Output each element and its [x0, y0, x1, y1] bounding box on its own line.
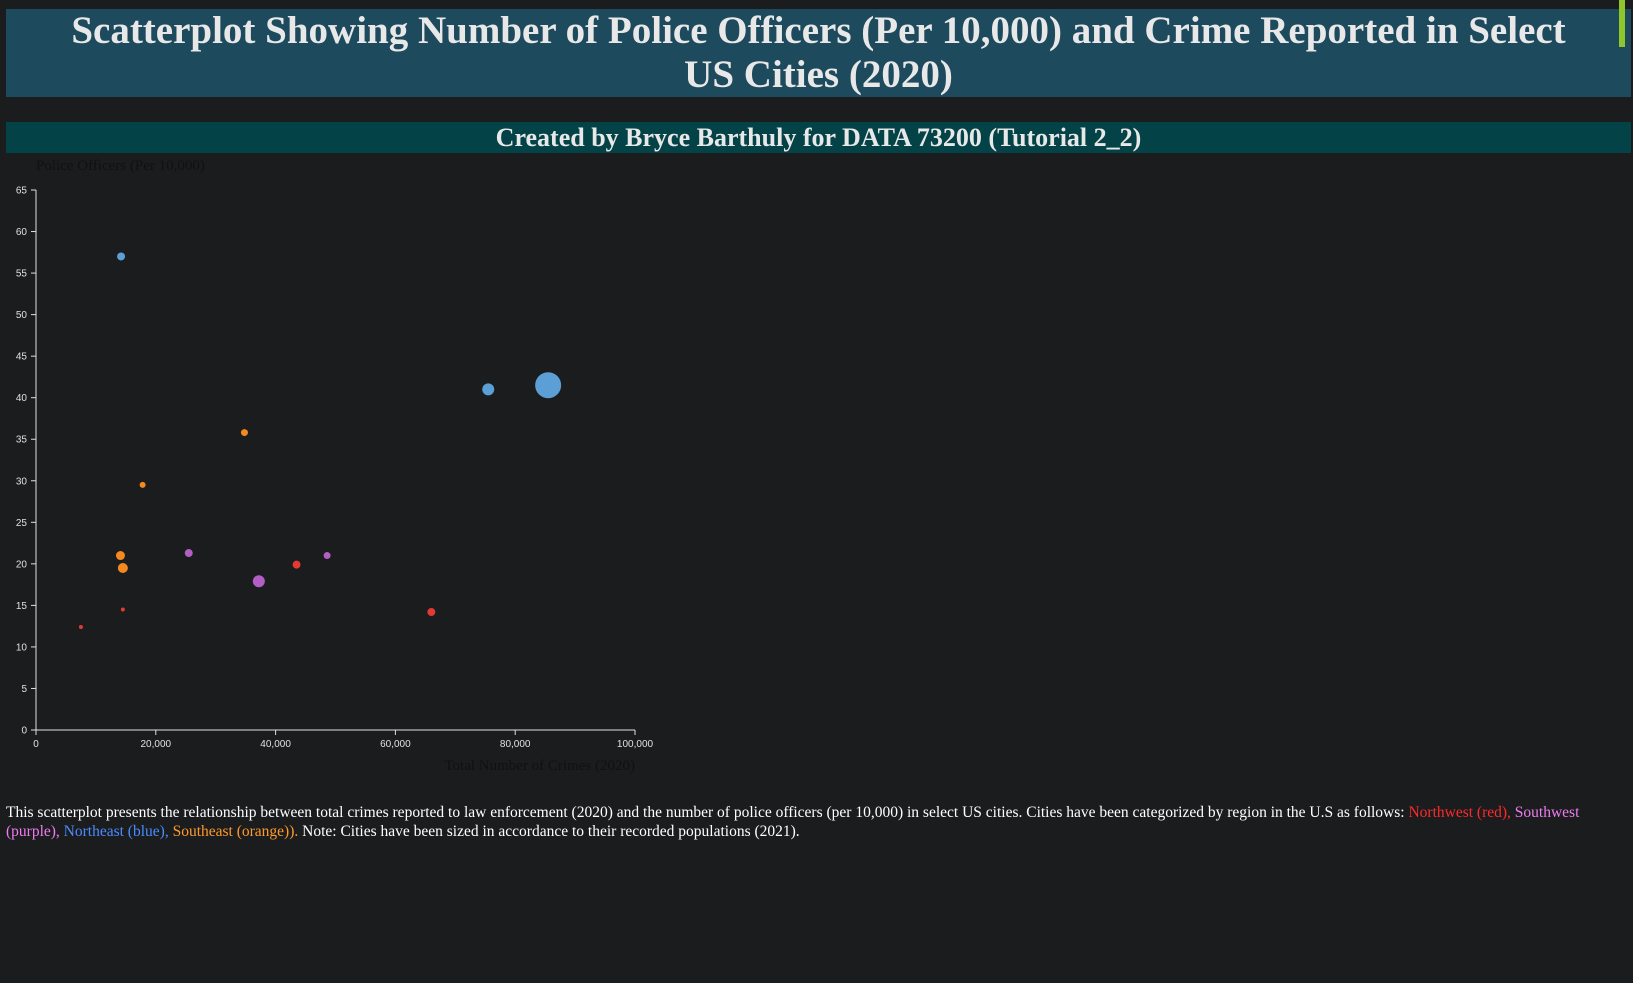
x-tick-label: 60,000	[380, 739, 411, 750]
y-tick-label: 15	[16, 601, 28, 612]
y-tick-label: 5	[21, 684, 27, 695]
y-tick-label: 50	[16, 310, 28, 321]
y-tick-label: 10	[16, 642, 28, 653]
data-point-northeast[interactable]	[535, 372, 562, 399]
data-point-northwest[interactable]	[120, 607, 125, 612]
data-point-southwest[interactable]	[184, 549, 193, 558]
legend-southeast: Southeast (orange)).	[172, 823, 299, 840]
accent-bar	[1619, 0, 1625, 47]
y-axis: 0 5 10 15 20 25 30 35 40 45 50 55 60 65	[16, 186, 37, 737]
page-title: Scatterplot Showing Number of Police Off…	[6, 9, 1631, 97]
y-tick-label: 65	[16, 186, 28, 197]
data-point-southwest[interactable]	[323, 552, 331, 560]
data-point-northeast[interactable]	[482, 383, 495, 396]
y-tick-label: 20	[16, 559, 28, 570]
data-point-southeast[interactable]	[117, 563, 128, 573]
x-tick-label: 20,000	[141, 739, 172, 750]
x-axis-title: Total Number of Crimes (2020)	[444, 758, 635, 774]
x-tick-label: 80,000	[500, 739, 531, 750]
legend-northwest: Northwest (red),	[1408, 804, 1511, 821]
data-point-northwest[interactable]	[427, 608, 436, 617]
x-tick-label: 0	[33, 739, 39, 750]
data-point-northwest[interactable]	[78, 624, 83, 629]
caption-note: Note: Cities have been sized in accordan…	[302, 823, 800, 840]
data-point-southeast[interactable]	[139, 481, 146, 488]
y-tick-label: 25	[16, 518, 28, 529]
caption-intro: This scatterplot presents the relationsh…	[6, 804, 1409, 821]
legend-northeast: Northeast (blue),	[63, 823, 169, 840]
y-tick-label: 35	[16, 435, 28, 446]
data-point-southeast[interactable]	[115, 551, 125, 561]
data-point-southeast[interactable]	[240, 429, 248, 437]
x-tick-label: 40,000	[260, 739, 291, 750]
y-tick-label: 60	[16, 227, 28, 238]
y-tick-label: 0	[21, 726, 27, 737]
y-tick-label: 45	[16, 352, 28, 363]
y-tick-label: 40	[16, 393, 28, 404]
data-point-northwest[interactable]	[292, 560, 301, 569]
x-axis: 0 20,000 40,000 60,000 80,000 100,000	[33, 729, 654, 750]
page-subtitle: Created by Bryce Barthuly for DATA 73200…	[6, 122, 1631, 153]
y-axis-title: Police Officers (Per 10,000)	[36, 158, 205, 174]
scatter-chart: 0 5 10 15 20 25 30 35 40 45 50 55 60 65 0 20,000 40,000…	[16, 158, 654, 774]
x-tick-label: 100,000	[617, 739, 654, 750]
data-point-southwest[interactable]	[252, 575, 265, 588]
chart-caption: This scatterplot presents the relationsh…	[6, 803, 1633, 841]
legend-southwest: Southwest (purple),	[6, 804, 1580, 840]
data-point-northeast[interactable]	[117, 252, 126, 261]
y-tick-label: 55	[16, 269, 28, 280]
y-tick-label: 30	[16, 476, 28, 487]
data-points	[78, 252, 562, 629]
